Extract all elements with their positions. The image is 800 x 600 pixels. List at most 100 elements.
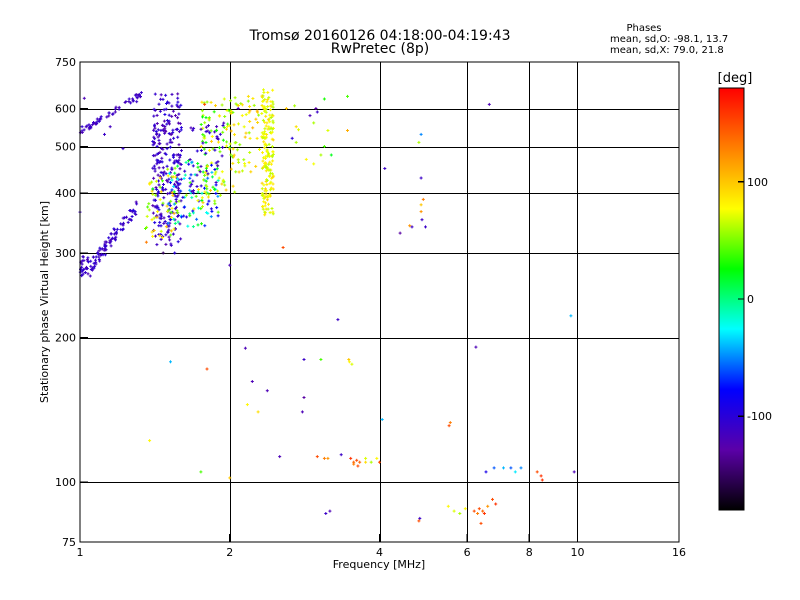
data-point: [184, 169, 186, 173]
y-axis-label: Stationary phase Virtual Height [km]: [38, 201, 51, 403]
data-point: [264, 162, 266, 166]
data-point: [171, 206, 173, 210]
data-point: [267, 118, 269, 122]
data-point: [229, 124, 231, 128]
x-tick-label: 2: [226, 546, 233, 559]
data-point: [267, 98, 269, 102]
data-point: [351, 362, 353, 366]
data-point: [214, 199, 216, 203]
data-point: [164, 151, 166, 155]
data-point: [83, 267, 85, 271]
data-point: [272, 88, 274, 92]
data-point: [95, 122, 97, 126]
data-point: [214, 187, 215, 191]
data-point: [264, 130, 266, 134]
data-point: [266, 189, 268, 193]
y-tick-label: 100: [55, 476, 76, 489]
data-point: [226, 140, 228, 144]
data-point: [100, 117, 102, 121]
data-point: [234, 133, 235, 137]
data-point: [249, 151, 251, 154]
data-point: [162, 171, 164, 175]
data-point: [215, 170, 217, 174]
data-point: [232, 161, 234, 165]
data-point: [205, 116, 207, 120]
data-point: [252, 97, 254, 100]
data-point: [282, 246, 284, 249]
data-point: [177, 161, 179, 165]
x-tick-label: 10: [570, 546, 584, 559]
data-point: [159, 133, 160, 137]
data-point: [177, 121, 179, 125]
data-point: [170, 210, 172, 214]
data-point: [250, 170, 252, 174]
data-point: [152, 204, 154, 208]
data-point: [164, 220, 166, 223]
data-point: [168, 177, 170, 181]
data-point: [193, 126, 195, 130]
data-point: [186, 215, 188, 219]
data-point: [179, 222, 181, 226]
data-point: [155, 179, 157, 183]
data-point: [192, 209, 194, 213]
data-point: [237, 107, 239, 110]
data-point: [158, 233, 160, 236]
data-point: [245, 131, 247, 135]
data-point: [165, 233, 167, 237]
x-axis-label: Frequency [MHz]: [333, 558, 425, 571]
data-point: [109, 239, 111, 243]
data-point: [205, 166, 207, 170]
data-point: [261, 166, 263, 170]
data-point: [202, 115, 203, 119]
data-point: [189, 158, 191, 161]
data-point: [210, 215, 212, 219]
data-point: [265, 201, 266, 205]
data-point: [270, 131, 272, 135]
data-point: [176, 159, 177, 163]
data-point: [492, 497, 493, 501]
data-point: [268, 96, 270, 100]
data-point: [269, 192, 271, 196]
data-point: [185, 193, 187, 197]
data-point: [216, 136, 218, 140]
data-point: [158, 208, 160, 212]
data-point: [178, 186, 179, 190]
data-point: [271, 130, 273, 134]
data-point: [203, 178, 205, 182]
colorbar-tick-label: -100: [747, 410, 772, 423]
data-point: [177, 105, 179, 109]
data-point: [151, 230, 153, 234]
data-point: [267, 127, 269, 131]
data-point: [197, 162, 199, 165]
data-point: [171, 188, 173, 192]
data-point: [157, 173, 159, 177]
data-point: [230, 110, 232, 114]
data-point: [163, 221, 165, 225]
data-point: [159, 234, 161, 238]
data-point: [418, 140, 420, 144]
data-point: [139, 95, 141, 99]
data-point: [157, 191, 159, 195]
data-point: [83, 96, 85, 100]
data-point: [270, 180, 272, 184]
data-point: [180, 189, 182, 193]
data-point: [157, 159, 159, 162]
data-point: [173, 153, 175, 157]
data-point: [226, 124, 228, 128]
data-point: [160, 128, 162, 132]
data-point: [157, 128, 159, 132]
data-point: [169, 138, 171, 142]
data-point: [136, 202, 138, 206]
data-point: [170, 181, 171, 185]
data-point: [248, 111, 250, 115]
data-point: [230, 111, 232, 115]
data-point: [87, 256, 89, 260]
data-point: [191, 160, 193, 164]
data-point: [167, 192, 169, 196]
data-point: [179, 167, 181, 171]
data-point: [205, 125, 207, 129]
data-point: [263, 200, 265, 204]
data-point: [171, 104, 173, 108]
data-point: [200, 127, 202, 131]
data-point: [178, 105, 180, 109]
